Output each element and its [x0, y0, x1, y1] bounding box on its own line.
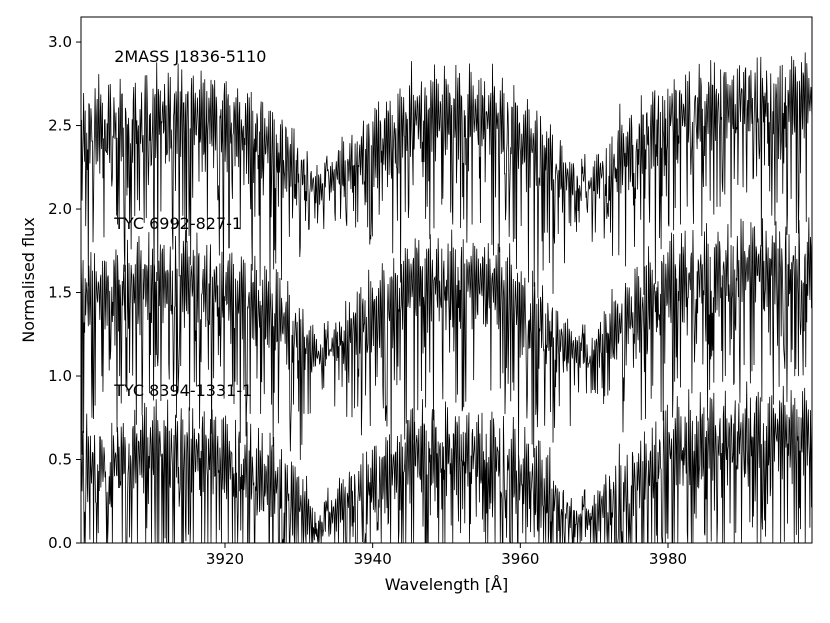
plot-frame — [80, 16, 813, 544]
y-tick-label: 1.0 — [48, 367, 72, 385]
x-tick-label: 3940 — [354, 550, 392, 568]
x-axis: 3920 3940 3960 3980 — [206, 543, 687, 568]
series-label-2: TYC 6992-827-1 — [113, 214, 242, 233]
x-axis-label: Wavelength [Å] — [385, 575, 508, 594]
x-tick-label: 3980 — [649, 550, 687, 568]
y-axis-label: Normalised flux — [19, 217, 38, 342]
series-label-3: TYC 8394-1331-1 — [113, 381, 252, 400]
y-tick-label: 3.0 — [48, 33, 72, 51]
y-tick-label: 2.0 — [48, 200, 72, 218]
y-tick-label: 2.5 — [48, 117, 72, 135]
y-tick-label: 0.5 — [48, 451, 72, 469]
x-tick-label: 3920 — [206, 550, 244, 568]
y-tick-label: 1.5 — [48, 284, 72, 302]
spectrum-line-2 — [80, 217, 813, 462]
y-axis: 0.0 0.5 1.0 1.5 2.0 2.5 3.0 — [48, 33, 81, 552]
y-tick-label: 0.0 — [48, 534, 72, 552]
series-labels: 2MASS J1836-5110 TYC 6992-827-1 TYC 8394-1… — [113, 47, 266, 400]
series-group — [80, 52, 813, 544]
spectrum-line-3 — [80, 381, 813, 544]
series-label-1: 2MASS J1836-5110 — [114, 47, 266, 66]
spectrum-line-1 — [80, 52, 813, 299]
x-tick-label: 3960 — [501, 550, 539, 568]
